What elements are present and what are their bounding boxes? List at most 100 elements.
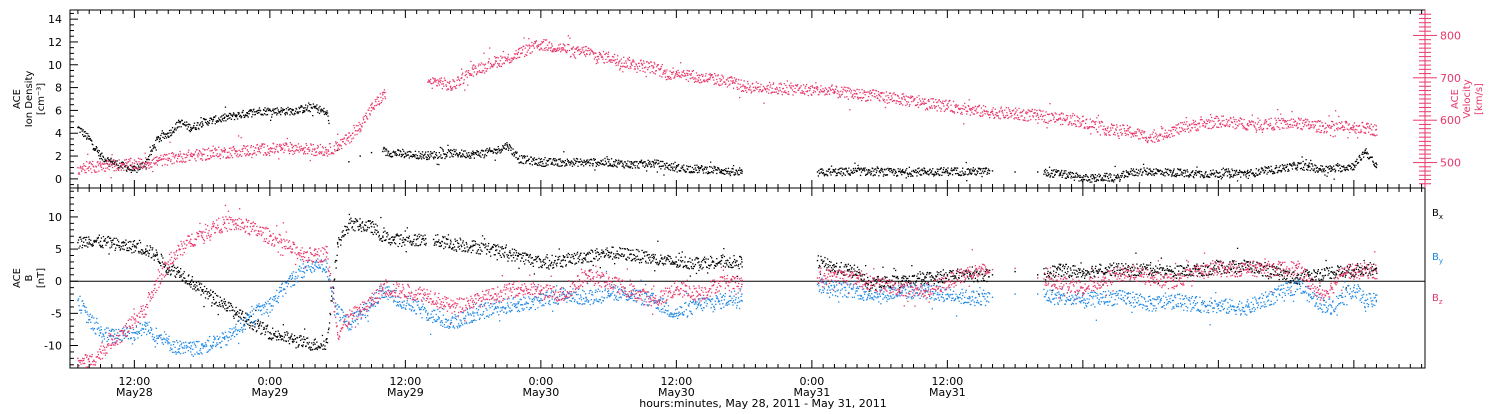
data-point <box>866 92 867 93</box>
data-point <box>77 127 78 128</box>
b-axis-label-line: ACE <box>12 268 23 288</box>
data-point <box>985 106 986 107</box>
data-point <box>156 156 157 157</box>
data-point <box>470 73 471 74</box>
data-point <box>234 119 235 120</box>
data-point <box>892 172 893 173</box>
data-point <box>584 54 585 55</box>
data-point <box>517 57 518 58</box>
data-point <box>891 98 892 99</box>
data-point <box>855 168 856 169</box>
data-point <box>1079 122 1080 123</box>
data-point <box>1058 118 1059 119</box>
data-point <box>126 171 127 172</box>
data-point <box>132 170 133 171</box>
data-point <box>1280 165 1281 166</box>
density-tick-label: 0 <box>55 173 62 186</box>
b-tick-label: -5 <box>51 307 62 320</box>
data-point <box>846 91 847 92</box>
data-point <box>901 103 902 104</box>
data-point <box>1239 170 1240 171</box>
data-point <box>1085 176 1086 177</box>
data-point <box>352 133 353 134</box>
data-point <box>903 93 904 94</box>
data-point <box>165 159 166 160</box>
data-point <box>364 116 365 117</box>
data-point <box>952 174 953 175</box>
data-point <box>984 111 985 112</box>
data-point <box>316 104 317 105</box>
data-point <box>659 166 660 167</box>
data-point <box>248 151 249 152</box>
data-point <box>1172 175 1173 176</box>
data-point <box>680 75 681 76</box>
data-point <box>483 157 484 158</box>
data-point <box>662 161 663 162</box>
data-point <box>351 138 352 139</box>
data-point <box>717 170 718 171</box>
data-point <box>1151 175 1152 176</box>
data-point <box>1248 178 1249 179</box>
data-point <box>1343 165 1344 166</box>
data-point <box>292 150 293 151</box>
data-point <box>280 150 281 151</box>
data-point <box>182 120 183 121</box>
data-point <box>395 154 396 155</box>
data-point <box>833 89 834 90</box>
data-point <box>1032 109 1033 110</box>
data-point <box>284 145 285 146</box>
data-point <box>868 170 869 171</box>
data-point <box>736 171 737 172</box>
data-point <box>929 173 930 174</box>
data-point <box>482 64 483 65</box>
data-point <box>121 170 122 171</box>
data-point <box>345 144 346 145</box>
data-point <box>483 70 484 71</box>
data-point <box>721 75 722 76</box>
data-point <box>823 172 824 173</box>
data-point <box>587 159 588 160</box>
data-point <box>666 79 667 80</box>
data-point <box>786 92 787 93</box>
data-point <box>896 172 897 173</box>
data-point <box>940 111 941 112</box>
data-point <box>483 150 484 151</box>
data-point <box>1223 168 1224 169</box>
data-point <box>540 161 541 162</box>
data-point <box>560 44 561 45</box>
density-axis-label-line: ACE <box>12 89 23 109</box>
data-point <box>212 123 213 124</box>
data-point <box>302 106 303 107</box>
data-point <box>92 161 93 162</box>
data-point <box>116 170 117 171</box>
data-point <box>738 170 739 171</box>
data-point <box>514 154 515 155</box>
data-point <box>327 155 328 156</box>
data-point <box>625 165 626 166</box>
data-point <box>726 173 727 174</box>
data-point <box>683 165 684 166</box>
data-point <box>849 109 850 110</box>
data-point <box>533 45 534 46</box>
data-point <box>1107 126 1108 127</box>
data-point <box>159 157 160 158</box>
x-tick-date: May30 <box>522 386 559 399</box>
data-point <box>363 119 364 120</box>
data-point <box>843 173 844 174</box>
data-point <box>737 173 738 174</box>
data-point <box>696 72 697 73</box>
data-point <box>1337 163 1338 164</box>
data-point <box>276 114 277 115</box>
data-point <box>176 122 177 123</box>
data-point <box>672 168 673 169</box>
data-point <box>440 80 441 81</box>
data-point <box>446 86 447 87</box>
data-point <box>997 112 998 113</box>
data-point <box>992 109 993 110</box>
data-point <box>220 158 221 159</box>
data-point <box>1144 131 1145 132</box>
data-point <box>808 95 809 96</box>
data-point <box>287 138 288 139</box>
data-point <box>642 71 643 72</box>
data-point <box>736 170 737 171</box>
